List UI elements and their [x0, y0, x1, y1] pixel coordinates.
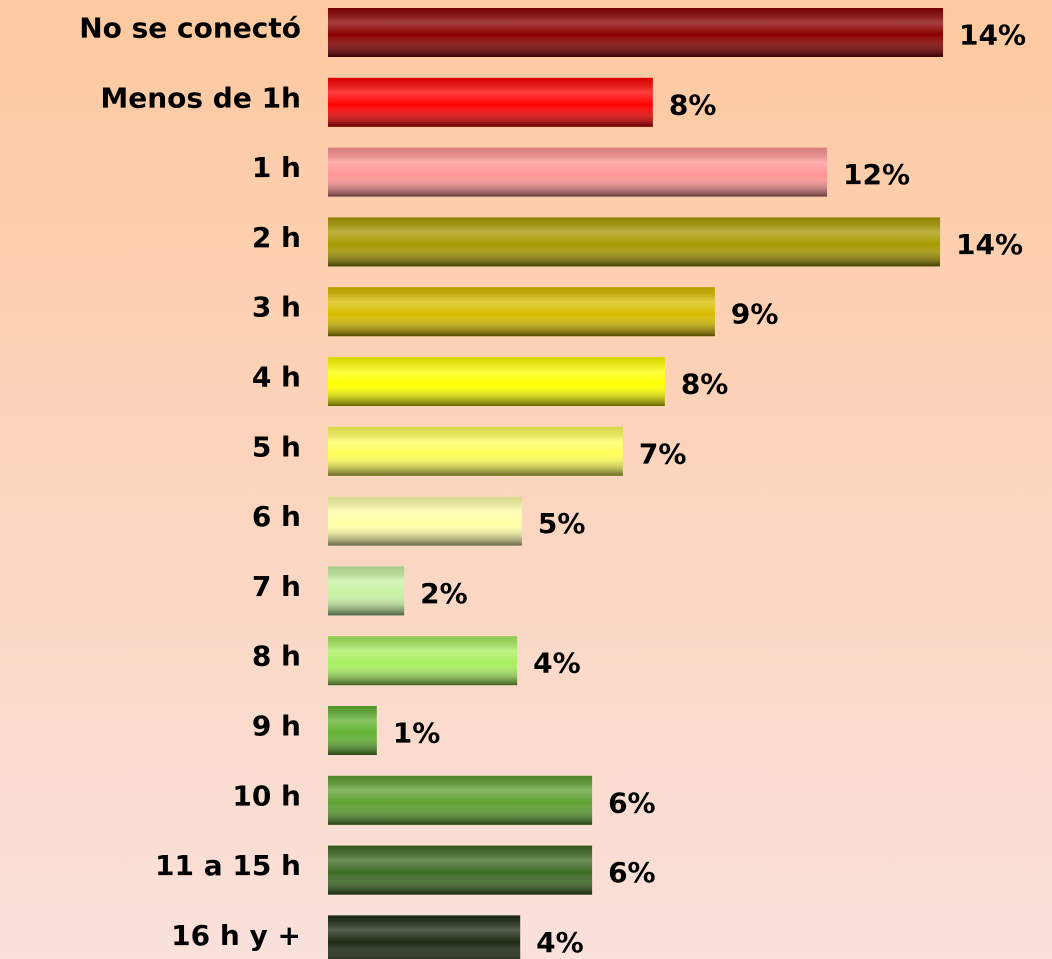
value-label: 4%: [533, 647, 581, 680]
category-label: 9 h: [252, 710, 301, 743]
bar-shine: [328, 636, 518, 686]
value-label: 14%: [956, 228, 1023, 261]
value-label: 7%: [639, 437, 687, 470]
value-label: 9%: [731, 298, 779, 331]
category-label: 4 h: [252, 361, 301, 394]
bar-shine: [328, 426, 623, 476]
bar-shine: [328, 566, 405, 616]
category-label: 5 h: [252, 430, 301, 463]
bar-shine: [328, 915, 521, 959]
bar-shine: [328, 496, 522, 546]
category-label: 1 h: [252, 151, 301, 184]
value-label: 14%: [959, 19, 1026, 52]
bar-shine: [328, 8, 944, 57]
value-label: 6%: [608, 786, 656, 819]
bar-shine: [328, 217, 941, 267]
category-label: 10 h: [232, 779, 301, 812]
bar-shine: [328, 287, 715, 337]
value-label: 5%: [538, 507, 586, 540]
value-label: 2%: [420, 577, 468, 610]
bar-shine: [328, 845, 593, 895]
category-label: 6 h: [252, 500, 301, 533]
category-label: 8 h: [252, 640, 301, 673]
bar-shine: [328, 706, 377, 755]
value-label: 6%: [608, 856, 656, 889]
category-label: 11 a 15 h: [155, 849, 301, 882]
bar-shine: [328, 77, 653, 127]
value-label: 8%: [681, 368, 729, 401]
bar-shine: [328, 775, 593, 825]
bar-shine: [328, 357, 665, 406]
category-label: 16 h y +: [171, 919, 301, 952]
value-label: 4%: [536, 926, 584, 959]
value-label: 8%: [669, 88, 717, 121]
category-label: No se conectó: [79, 12, 301, 45]
bar-shine: [328, 147, 828, 197]
category-label: 7 h: [252, 570, 301, 603]
category-label: 3 h: [252, 291, 301, 324]
category-label: Menos de 1h: [100, 81, 301, 114]
value-label: 12%: [843, 158, 910, 191]
category-label: 2 h: [252, 221, 301, 254]
value-label: 1%: [393, 717, 441, 750]
